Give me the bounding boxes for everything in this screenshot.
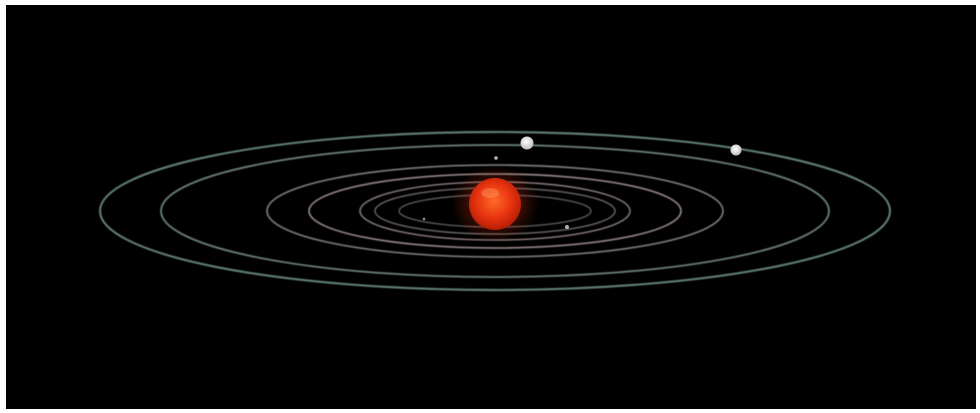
orbit-ring-6 [160,144,830,278]
red-dwarf-star [469,178,521,230]
video-frame [6,5,976,409]
orbit-ring-5 [266,164,724,258]
planet-large-upper [520,136,534,150]
planet-small-left [422,217,426,221]
orbit-diagram [98,130,892,292]
star-highlight [481,188,499,198]
planet-small-inner-right [565,225,569,229]
orbit-ring-7 [98,130,892,292]
planet-small-inner-top [494,156,498,160]
planet-large-right [730,144,742,156]
